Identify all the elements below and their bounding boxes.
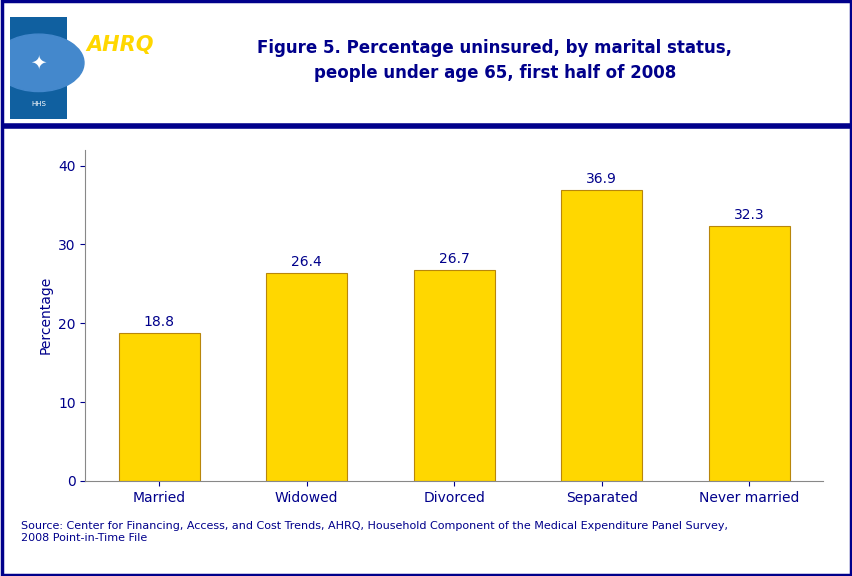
Bar xyxy=(708,226,789,481)
Text: Source: Center for Financing, Access, and Cost Trends, AHRQ, Household Component: Source: Center for Financing, Access, an… xyxy=(21,521,728,543)
Text: HHS: HHS xyxy=(32,101,46,107)
Text: 36.9: 36.9 xyxy=(585,172,617,186)
Bar xyxy=(118,333,199,481)
Bar xyxy=(413,270,494,481)
Text: Figure 5. Percentage uninsured, by marital status,
people under age 65, first ha: Figure 5. Percentage uninsured, by marit… xyxy=(257,39,731,82)
Text: 18.8: 18.8 xyxy=(143,314,175,329)
Bar xyxy=(266,273,347,481)
Text: ✦: ✦ xyxy=(31,54,47,73)
Text: Advancing
Excellence in
Health Care: Advancing Excellence in Health Care xyxy=(95,60,146,93)
Circle shape xyxy=(0,34,83,92)
Text: 26.4: 26.4 xyxy=(291,255,322,269)
Y-axis label: Percentage: Percentage xyxy=(38,276,52,354)
Text: 32.3: 32.3 xyxy=(734,209,763,222)
Text: AHRQ: AHRQ xyxy=(87,35,154,55)
Text: 26.7: 26.7 xyxy=(438,252,469,267)
Bar xyxy=(10,17,66,119)
Bar xyxy=(561,190,642,481)
